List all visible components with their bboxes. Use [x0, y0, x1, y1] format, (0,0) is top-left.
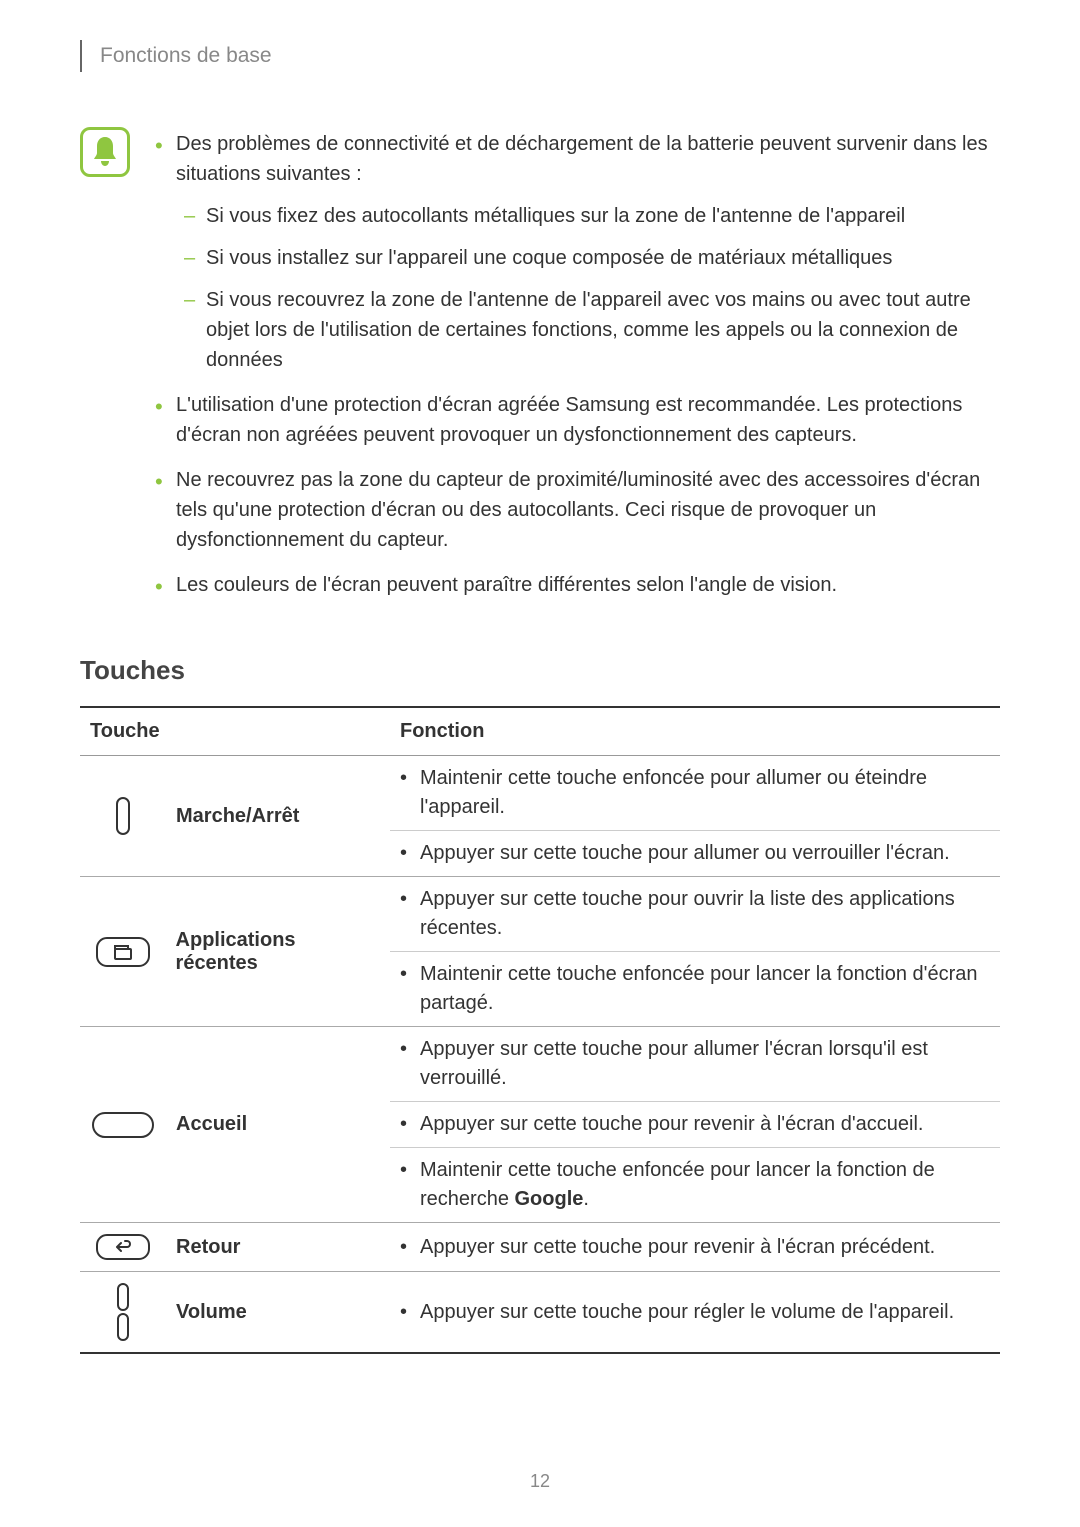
table-row: Marche/Arrêt Maintenir cette touche enfo… [80, 756, 1000, 877]
function-list: Appuyer sur cette touche pour revenir à … [390, 1225, 1000, 1270]
key-cell-volume: Volume [88, 1282, 382, 1342]
key-label: Volume [176, 1301, 247, 1324]
function-item: Appuyer sur cette touche pour allumer ou… [390, 831, 1000, 876]
home-key-icon [88, 1111, 158, 1139]
function-list: Maintenir cette touche enfoncée pour all… [390, 756, 1000, 876]
note-bullet-list: Des problèmes de connectivité et de déch… [150, 129, 1000, 600]
note-subitem: Si vous fixez des autocollants métalliqu… [176, 201, 1000, 231]
table-row: Applications récentes Appuyer sur cette … [80, 877, 1000, 1027]
touches-table: Touche Fonction Marche/Arrêt [80, 706, 1000, 1354]
function-list: Appuyer sur cette touche pour allumer l'… [390, 1027, 1000, 1222]
key-label: Retour [176, 1236, 240, 1259]
header-title: Fonctions de base [100, 44, 272, 68]
table-row: Retour Appuyer sur cette touche pour rev… [80, 1223, 1000, 1272]
note-sublist: Si vous fixez des autocollants métalliqu… [176, 201, 1000, 375]
key-label: Marche/Arrêt [176, 805, 299, 828]
recent-apps-key-icon [88, 936, 158, 968]
function-item: Maintenir cette touche enfoncée pour all… [390, 756, 1000, 831]
table-header-row: Touche Fonction [80, 707, 1000, 756]
function-item: Appuyer sur cette touche pour allumer l'… [390, 1027, 1000, 1102]
key-label: Accueil [176, 1113, 247, 1136]
volume-key-icon [88, 1282, 158, 1342]
table-row: Accueil Appuyer sur cette touche pour al… [80, 1027, 1000, 1223]
key-cell-home: Accueil [88, 1111, 382, 1139]
function-list: Appuyer sur cette touche pour régler le … [390, 1290, 1000, 1335]
key-cell-recent: Applications récentes [88, 929, 382, 975]
note-content: Des problèmes de connectivité et de déch… [150, 127, 1000, 615]
back-key-icon [88, 1233, 158, 1261]
section-title-touches: Touches [80, 655, 1000, 686]
page-number: 12 [0, 1471, 1080, 1492]
function-item: Appuyer sur cette touche pour ouvrir la … [390, 877, 1000, 952]
function-item: Appuyer sur cette touche pour revenir à … [390, 1102, 1000, 1148]
function-item: Appuyer sur cette touche pour régler le … [390, 1290, 1000, 1335]
function-item: Maintenir cette touche enfoncée pour lan… [390, 952, 1000, 1026]
note-subitem: Si vous installez sur l'appareil une coq… [176, 243, 1000, 273]
key-cell-back: Retour [88, 1233, 382, 1261]
function-item: Appuyer sur cette touche pour revenir à … [390, 1225, 1000, 1270]
note-item: Les couleurs de l'écran peuvent paraître… [150, 570, 1000, 600]
function-item-text: Maintenir cette touche enfoncée pour lan… [420, 1159, 935, 1210]
key-cell-power: Marche/Arrêt [88, 796, 382, 836]
key-label: Applications récentes [176, 929, 382, 975]
note-block: Des problèmes de connectivité et de déch… [80, 127, 1000, 615]
power-key-icon [88, 796, 158, 836]
breadcrumb: Fonctions de base [80, 40, 1000, 72]
table-row: Volume Appuyer sur cette touche pour rég… [80, 1272, 1000, 1354]
function-item: Maintenir cette touche enfoncée pour lan… [390, 1148, 1000, 1222]
note-subitem: Si vous recouvrez la zone de l'antenne d… [176, 285, 1000, 375]
google-bold: Google [515, 1188, 584, 1210]
note-item: L'utilisation d'une protection d'écran a… [150, 390, 1000, 450]
note-item: Des problèmes de connectivité et de déch… [150, 129, 1000, 375]
col-touche: Touche [80, 707, 390, 756]
function-list: Appuyer sur cette touche pour ouvrir la … [390, 877, 1000, 1026]
note-item: Ne recouvrez pas la zone du capteur de p… [150, 465, 1000, 555]
bell-icon [80, 127, 130, 177]
col-fonction: Fonction [390, 707, 1000, 756]
note-item-text: Des problèmes de connectivité et de déch… [176, 133, 988, 185]
